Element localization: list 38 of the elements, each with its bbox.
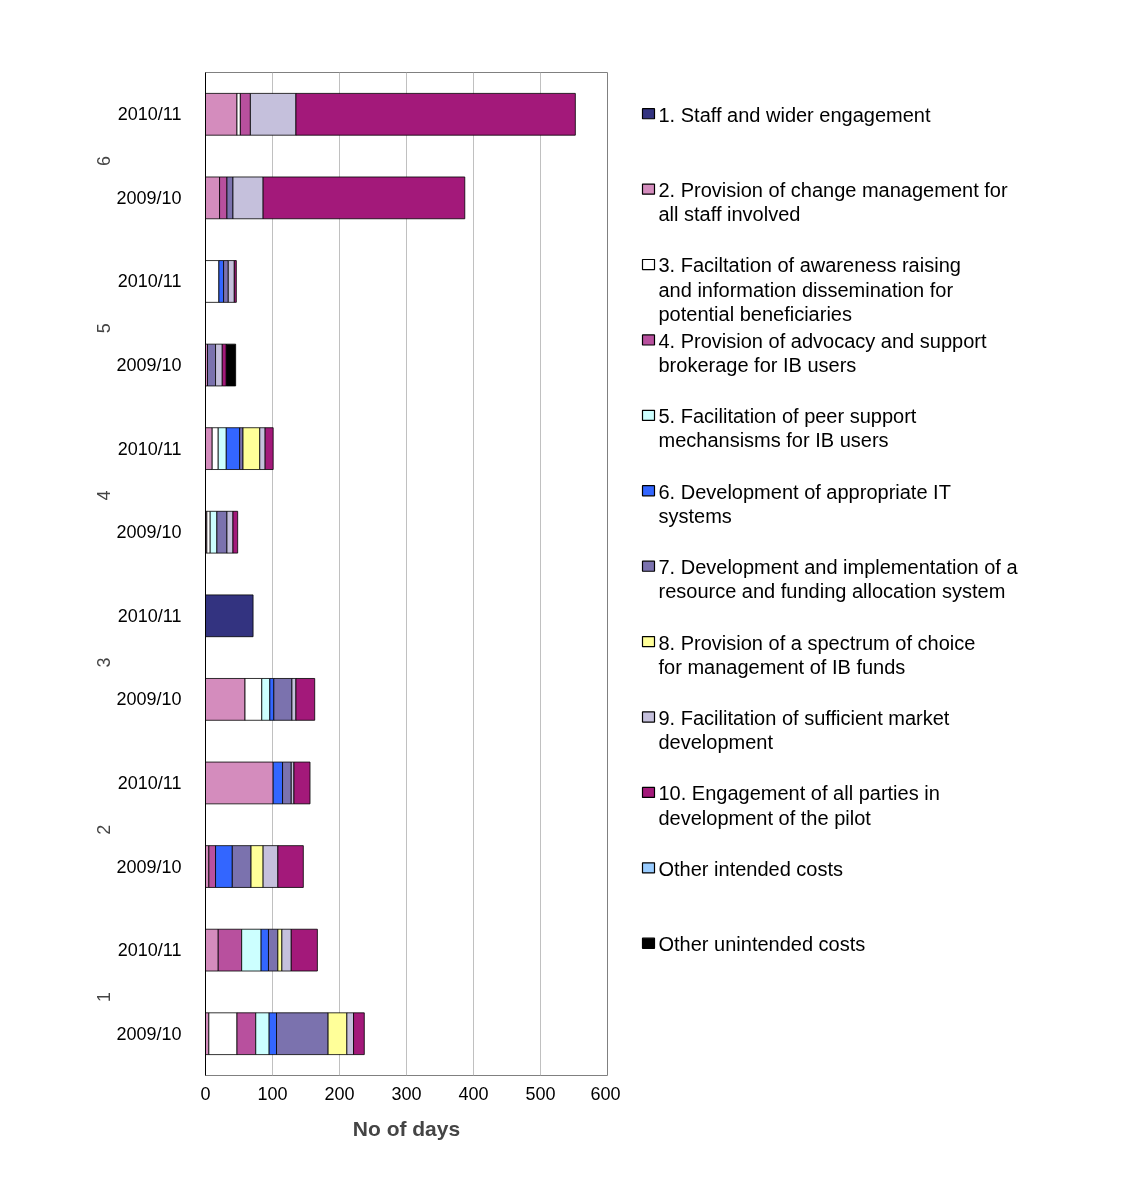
x-tick-label: 400	[458, 1083, 489, 1104]
y-tick-label: 2010/11	[117, 271, 182, 292]
y-tick-label: 2009/10	[116, 187, 182, 208]
y-tick-label: 2010/11	[117, 438, 182, 459]
legend-label: 9. Facilitation of sufficient market development	[658, 706, 950, 754]
legend-label: 10. Engagement of all parties in development of the pilot	[658, 782, 940, 829]
x-tick-label: 300	[391, 1083, 422, 1104]
y-tick-label: 2009/10	[116, 522, 182, 543]
y-tick-label: 2009/10	[116, 856, 182, 877]
legend-label: 5. Facilitation of peer support mechansisms for IB users	[658, 405, 917, 452]
x-axis-title: No of days	[352, 1116, 461, 1140]
x-tick-label: 200	[324, 1083, 355, 1104]
legend-label: Other unintended costs	[658, 933, 866, 956]
y-tick-label: 2010/11	[117, 940, 182, 961]
text: 4	[94, 490, 114, 501]
legend-label: 3. Faciltation of awareness raising and information dissemination for potential beneficiaries	[658, 254, 961, 325]
text: 5	[94, 323, 114, 334]
legend-label: Other intended costs	[658, 857, 844, 880]
y-tick-label: 2010/11	[117, 605, 182, 626]
legend-label: 4. Provision of advocacy and support brokerage for IB users	[658, 329, 987, 377]
y-tick-label: 2010/11	[117, 772, 182, 793]
text: 3	[94, 657, 114, 668]
x-tick-label: 100	[257, 1083, 288, 1104]
legend-label: 1. Staff and wider engagement	[658, 103, 931, 126]
legend-label: 6. Development of appropriate IT systems	[658, 480, 951, 527]
text: 1	[94, 991, 114, 1002]
legend-label: 8. Provision of a spectrum of choice for management of IB funds	[658, 631, 976, 678]
x-tick-label: 0	[200, 1083, 211, 1104]
legend-label: 2. Provision of change management for all staff involved	[658, 179, 1008, 226]
y-tick-label: 2009/10	[116, 689, 182, 710]
y-tick-label: 2009/10	[116, 1023, 182, 1044]
y-tick-label: 2010/11	[117, 104, 182, 125]
text: 2	[94, 824, 114, 835]
legend-label: 7. Development and implementation of a resource and funding allocation system	[658, 556, 1019, 603]
x-tick-label: 500	[525, 1083, 556, 1104]
text: 6	[94, 156, 114, 167]
x-tick-label: 600	[590, 1083, 621, 1104]
y-tick-label: 2009/10	[116, 355, 182, 376]
